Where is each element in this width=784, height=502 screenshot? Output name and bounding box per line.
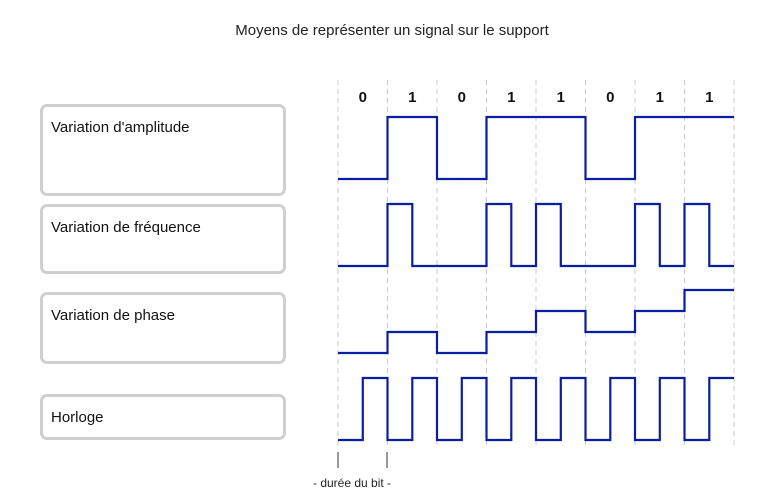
label-box-clock: Horloge xyxy=(40,394,286,440)
bit-duration-caption: - durée du bit - xyxy=(313,476,392,490)
bit-label: 1 xyxy=(408,89,416,106)
label-frequency: Variation de fréquence xyxy=(51,219,201,236)
bit-label: 0 xyxy=(359,89,367,106)
bit-labels: 0 1 0 1 1 0 1 1 xyxy=(359,89,714,106)
label-box-frequency: Variation de fréquence xyxy=(40,204,286,274)
bit-label: 1 xyxy=(507,89,515,106)
bit-label: 1 xyxy=(557,89,565,106)
label-clock: Horloge xyxy=(51,409,104,426)
label-box-amplitude: Variation d'amplitude xyxy=(40,104,286,196)
signal-frequency xyxy=(338,202,734,268)
label-amplitude: Variation d'amplitude xyxy=(51,119,190,136)
label-phase: Variation de phase xyxy=(51,307,175,324)
label-box-phase: Variation de phase xyxy=(40,292,286,364)
signal-amplitude xyxy=(338,115,734,181)
bit-label: 0 xyxy=(606,89,614,106)
bit-label: 1 xyxy=(705,89,713,106)
page-title: Moyens de représenter un signal sur le s… xyxy=(235,22,549,39)
signal-clock xyxy=(338,376,734,442)
bit-label: 1 xyxy=(656,89,664,106)
signals xyxy=(338,115,734,442)
bit-label: 0 xyxy=(458,89,466,106)
signal-phase xyxy=(338,288,734,355)
